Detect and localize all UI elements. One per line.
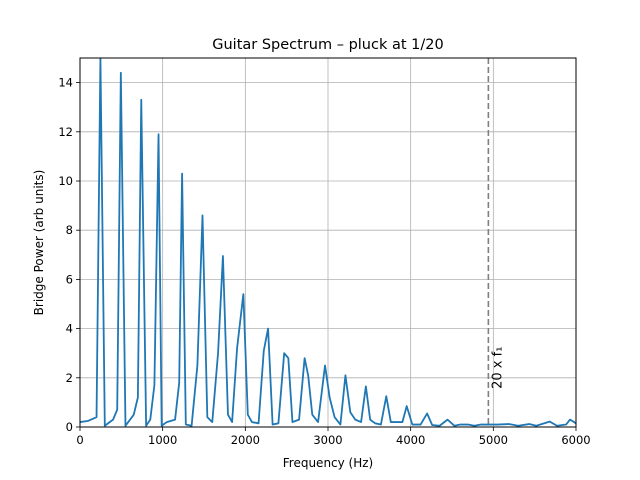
x-tick-label: 5000 <box>479 433 508 447</box>
x-tick-label: 3000 <box>313 433 342 447</box>
y-tick-label: 10 <box>58 174 73 188</box>
x-tick-label: 0 <box>76 433 83 447</box>
chart-title: Guitar Spectrum – pluck at 1/20 <box>212 37 443 53</box>
x-axis-label: Frequency (Hz) <box>283 456 374 470</box>
x-tick-label: 1000 <box>148 433 177 447</box>
y-tick-label: 14 <box>58 76 73 90</box>
x-tick-label: 4000 <box>396 433 425 447</box>
x-tick-label: 2000 <box>231 433 260 447</box>
y-tick-label: 6 <box>66 272 73 286</box>
y-tick-label: 12 <box>58 125 73 139</box>
y-tick-label: 0 <box>66 420 73 434</box>
y-tick-label: 4 <box>66 322 73 336</box>
y-tick-label: 2 <box>66 371 73 385</box>
x-tick-label: 6000 <box>561 433 590 447</box>
harmonic-20-marker-label: 20 x f₁ <box>490 347 505 389</box>
y-tick-label: 8 <box>66 223 73 237</box>
y-axis-label: Bridge Power (arb units) <box>32 170 46 316</box>
